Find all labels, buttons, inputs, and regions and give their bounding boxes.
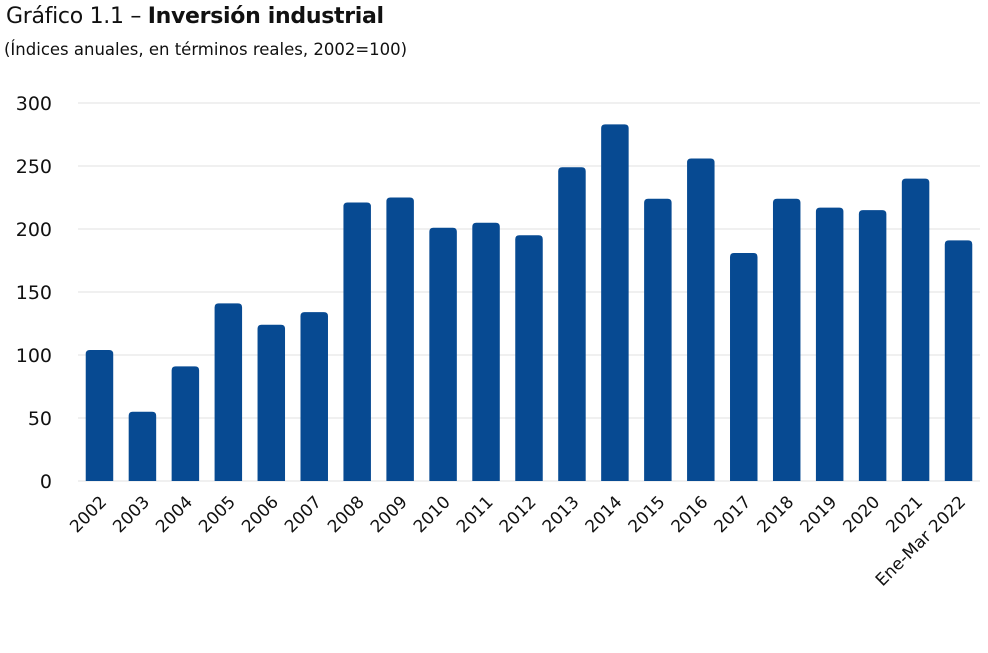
bar-2002: [85, 349, 114, 481]
bar-2017: [730, 252, 758, 481]
y-tick-label: 300: [16, 93, 52, 115]
bar-2004: [171, 366, 200, 481]
bar-2015: [644, 198, 672, 481]
x-axis: 2002200320042005200620072008200920102011…: [66, 492, 970, 590]
x-tick-label: 2007: [281, 492, 326, 537]
bar-2011: [472, 222, 500, 481]
x-tick-label: 2019: [796, 492, 841, 537]
chart-title-main: Inversión industrial: [147, 4, 384, 29]
bar-2012: [515, 235, 543, 481]
x-tick-label: 2005: [195, 492, 240, 537]
x-tick-label: 2006: [238, 492, 283, 537]
x-tick-label: 2003: [109, 492, 154, 537]
x-tick-label: 2017: [711, 492, 756, 537]
x-tick-label: 2004: [152, 492, 197, 537]
bar-2005: [214, 303, 243, 481]
x-tick-label: 2013: [539, 492, 584, 537]
x-tick-label: 2008: [324, 492, 369, 537]
y-tick-label: 200: [16, 219, 52, 241]
bar-2016: [687, 158, 715, 481]
x-tick-label: 2002: [66, 492, 111, 537]
x-tick-label: 2020: [839, 492, 884, 537]
y-tick-label: 250: [16, 156, 52, 178]
bar-2013: [558, 167, 586, 481]
y-tick-label: 100: [16, 345, 52, 367]
bar-2019: [815, 207, 844, 481]
x-tick-label: 2010: [410, 492, 455, 537]
bar-2021: [901, 178, 930, 481]
y-tick-label: 0: [40, 471, 52, 493]
bar-2009: [386, 197, 414, 481]
x-tick-label: 2015: [625, 492, 670, 537]
bar-2018: [772, 198, 801, 481]
bar-2020: [858, 210, 887, 481]
bar-ene-mar-2022: [944, 240, 973, 481]
x-tick-label: 2012: [496, 492, 541, 537]
x-tick-label: 2011: [453, 492, 498, 537]
bars: [85, 124, 973, 482]
x-tick-label: 2016: [668, 492, 713, 537]
bar-2008: [343, 202, 371, 482]
bar-2007: [300, 312, 328, 481]
x-tick-label: 2018: [754, 492, 799, 537]
y-tick-label: 50: [28, 408, 52, 430]
chart-subtitle: (Índices anuales, en términos reales, 20…: [4, 40, 408, 59]
bar-2003: [128, 411, 157, 481]
x-tick-label: 2014: [582, 492, 627, 537]
y-axis: 0 50 100 150 200 250 300: [16, 93, 52, 493]
x-tick-label: 2009: [367, 492, 412, 537]
chart-title: Gráfico 1.1 – Inversión industrial: [6, 4, 384, 29]
chart-title-prefix: Gráfico 1.1 –: [6, 4, 148, 29]
bar-2010: [429, 227, 457, 481]
bar-2006: [257, 324, 286, 481]
bar-2014: [601, 124, 629, 482]
y-tick-label: 150: [16, 282, 52, 304]
